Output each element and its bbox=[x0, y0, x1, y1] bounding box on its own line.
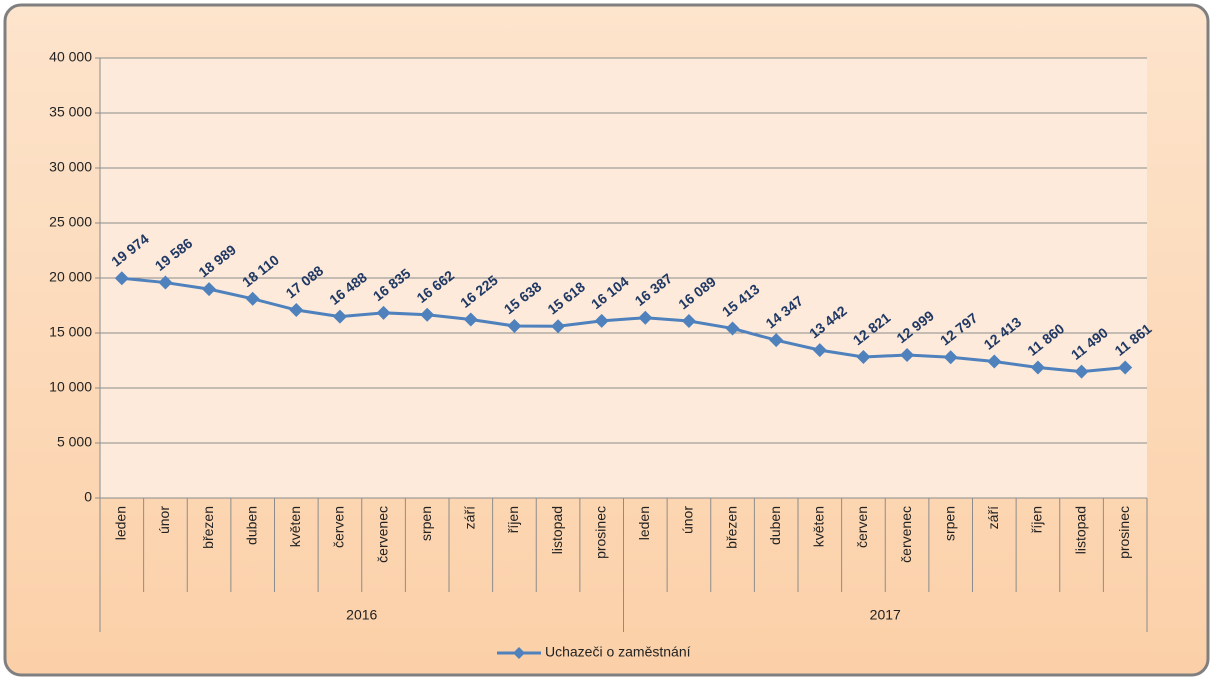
marker bbox=[420, 307, 435, 322]
marker bbox=[987, 354, 1002, 369]
y-tick-label: 30 000 bbox=[49, 159, 92, 175]
x-tick-label: srpen bbox=[418, 506, 434, 541]
x-tick-label: leden bbox=[636, 506, 652, 540]
x-tick-label: červen bbox=[331, 506, 347, 548]
marker bbox=[507, 318, 522, 333]
y-tick-label: 25 000 bbox=[49, 214, 92, 230]
x-tick-label: červenec bbox=[374, 506, 390, 563]
x-tick-label: duben bbox=[243, 506, 259, 545]
x-tick-label: leden bbox=[113, 506, 129, 540]
marker bbox=[551, 319, 566, 334]
marker bbox=[114, 271, 129, 286]
x-tick-label: listopad bbox=[1072, 506, 1088, 554]
x-tick-label: září bbox=[462, 506, 478, 529]
legend-marker bbox=[513, 647, 525, 659]
x-tick-label: květen bbox=[811, 506, 827, 547]
marker bbox=[943, 350, 958, 365]
x-tick-label: červen bbox=[854, 506, 870, 548]
x-tick-label: prosinec bbox=[1116, 506, 1132, 559]
marker bbox=[463, 312, 478, 327]
legend-label: Uchazeči o zaměstnání bbox=[545, 644, 691, 660]
marker bbox=[900, 348, 915, 363]
group-label: 2016 bbox=[346, 607, 377, 623]
x-tick-label: listopad bbox=[549, 506, 565, 554]
marker bbox=[594, 313, 609, 328]
x-tick-label: prosinec bbox=[592, 506, 608, 559]
marker bbox=[1074, 364, 1089, 379]
x-tick-label: říjen bbox=[505, 506, 521, 533]
y-tick-label: 20 000 bbox=[49, 269, 92, 285]
marker bbox=[1030, 360, 1045, 375]
series-line bbox=[121, 276, 1126, 374]
marker bbox=[202, 282, 217, 297]
marker bbox=[725, 321, 740, 336]
y-tick-label: 40 000 bbox=[49, 49, 92, 65]
y-tick-label: 15 000 bbox=[49, 324, 92, 340]
marker bbox=[1118, 360, 1133, 375]
x-tick-label: březen bbox=[200, 506, 216, 549]
x-tick-label: únor bbox=[156, 506, 172, 534]
y-tick-label: 5 000 bbox=[57, 434, 92, 450]
marker bbox=[245, 291, 260, 306]
x-tick-label: srpen bbox=[941, 506, 957, 541]
x-tick-label: únor bbox=[680, 506, 696, 534]
marker bbox=[812, 343, 827, 358]
x-tick-label: červenec bbox=[898, 506, 914, 563]
marker bbox=[681, 314, 696, 329]
marker bbox=[638, 310, 653, 325]
y-tick-label: 10 000 bbox=[49, 379, 92, 395]
group-label: 2017 bbox=[870, 607, 901, 623]
marker bbox=[376, 305, 391, 320]
x-tick-label: květen bbox=[287, 506, 303, 547]
marker bbox=[769, 333, 784, 348]
y-tick-label: 35 000 bbox=[49, 104, 92, 120]
marker bbox=[158, 275, 173, 290]
marker bbox=[856, 349, 871, 364]
marker bbox=[332, 309, 347, 324]
y-tick-label: 0 bbox=[84, 489, 92, 505]
x-tick-label: březen bbox=[723, 506, 739, 549]
x-tick-label: duben bbox=[767, 506, 783, 545]
x-tick-label: říjen bbox=[1029, 506, 1045, 533]
x-tick-label: září bbox=[985, 506, 1001, 529]
marker bbox=[289, 303, 304, 318]
